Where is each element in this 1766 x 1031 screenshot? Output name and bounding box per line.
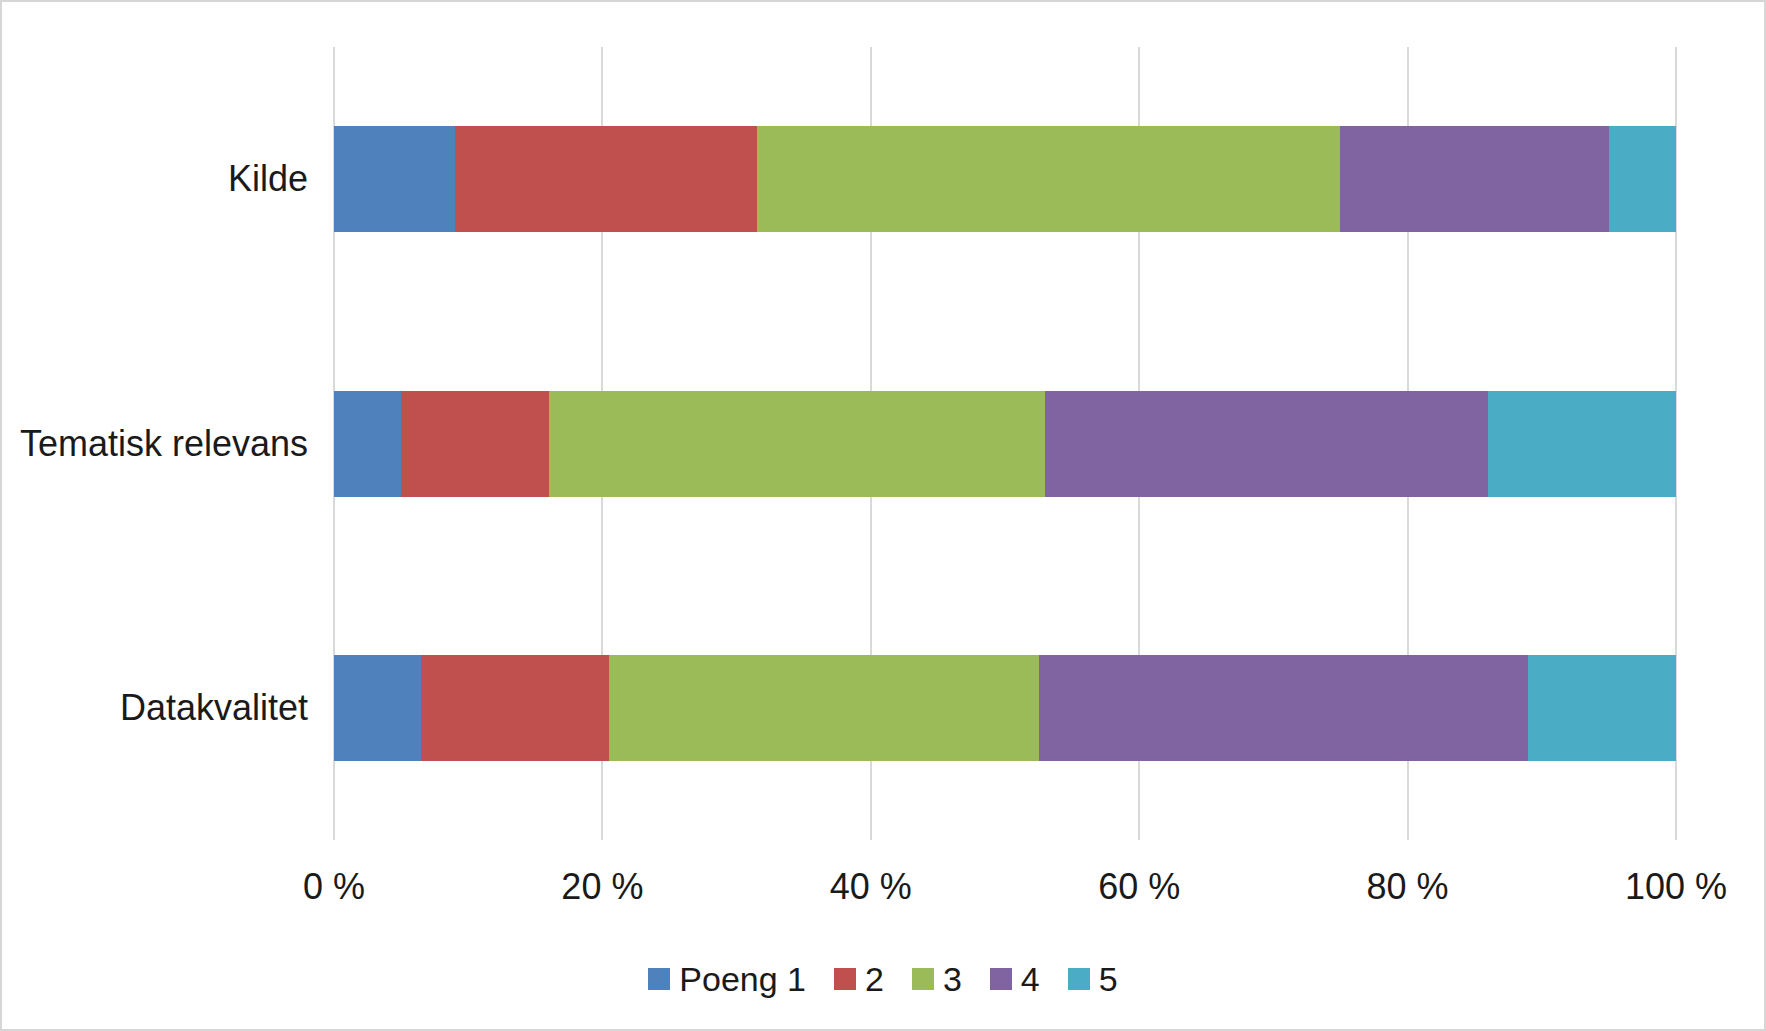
bar-segment-datakvalitet-poeng-1 bbox=[334, 655, 421, 761]
legend-swatch-icon-poeng-1 bbox=[648, 968, 670, 990]
legend-label-3: 3 bbox=[943, 957, 962, 1001]
legend-swatch-icon-4 bbox=[990, 968, 1012, 990]
bar-segment-datakvalitet-3 bbox=[609, 655, 1038, 761]
bar-segment-datakvalitet-5 bbox=[1528, 655, 1676, 761]
bar-segment-tematisk-relevans-2 bbox=[401, 391, 549, 497]
bar-segment-kilde-3 bbox=[757, 126, 1341, 232]
x-tick-label-80: 80 % bbox=[1308, 865, 1508, 909]
legend-label-2: 2 bbox=[865, 957, 884, 1001]
bar-segment-tematisk-relevans-5 bbox=[1488, 391, 1676, 497]
bar-segment-tematisk-relevans-4 bbox=[1045, 391, 1488, 497]
bar-segment-kilde-4 bbox=[1340, 126, 1608, 232]
bar-segment-tematisk-relevans-poeng-1 bbox=[334, 391, 401, 497]
x-tick-label-0: 0 % bbox=[234, 865, 434, 909]
legend-swatch-icon-2 bbox=[834, 968, 856, 990]
legend-item-3: 3 bbox=[912, 957, 962, 1001]
bar-segment-kilde-poeng-1 bbox=[334, 126, 455, 232]
legend-swatch-icon-3 bbox=[912, 968, 934, 990]
legend-label-4: 4 bbox=[1021, 957, 1040, 1001]
legend-item-5: 5 bbox=[1068, 957, 1118, 1001]
category-label-datakvalitet: Datakvalitet bbox=[2, 686, 308, 730]
chart-legend: Poeng 1 2 3 4 5 bbox=[2, 957, 1764, 1001]
legend-item-2: 2 bbox=[834, 957, 884, 1001]
legend-item-4: 4 bbox=[990, 957, 1040, 1001]
legend-label-5: 5 bbox=[1099, 957, 1118, 1001]
x-tick-label-40: 40 % bbox=[771, 865, 971, 909]
bar-segment-datakvalitet-2 bbox=[421, 655, 609, 761]
category-label-kilde: Kilde bbox=[2, 157, 308, 201]
x-tick-label-60: 60 % bbox=[1039, 865, 1239, 909]
legend-swatch-icon-5 bbox=[1068, 968, 1090, 990]
bar-segment-datakvalitet-4 bbox=[1039, 655, 1529, 761]
bar-segment-kilde-2 bbox=[455, 126, 757, 232]
x-tick-label-20: 20 % bbox=[502, 865, 702, 909]
x-tick-label-100: 100 % bbox=[1576, 865, 1766, 909]
bar-segment-tematisk-relevans-3 bbox=[549, 391, 1046, 497]
bar-tematisk-relevans bbox=[334, 391, 1676, 497]
plot-area bbox=[334, 47, 1676, 840]
bar-kilde bbox=[334, 126, 1676, 232]
legend-label-poeng-1: Poeng 1 bbox=[679, 957, 806, 1001]
chart-frame: Kilde Tematisk relevans Datakvalitet 0 % 20… bbox=[0, 0, 1766, 1031]
bar-segment-kilde-5 bbox=[1609, 126, 1676, 232]
category-label-tematisk-relevans: Tematisk relevans bbox=[2, 422, 308, 466]
bar-datakvalitet bbox=[334, 655, 1676, 761]
legend-item-poeng-1: Poeng 1 bbox=[648, 957, 806, 1001]
